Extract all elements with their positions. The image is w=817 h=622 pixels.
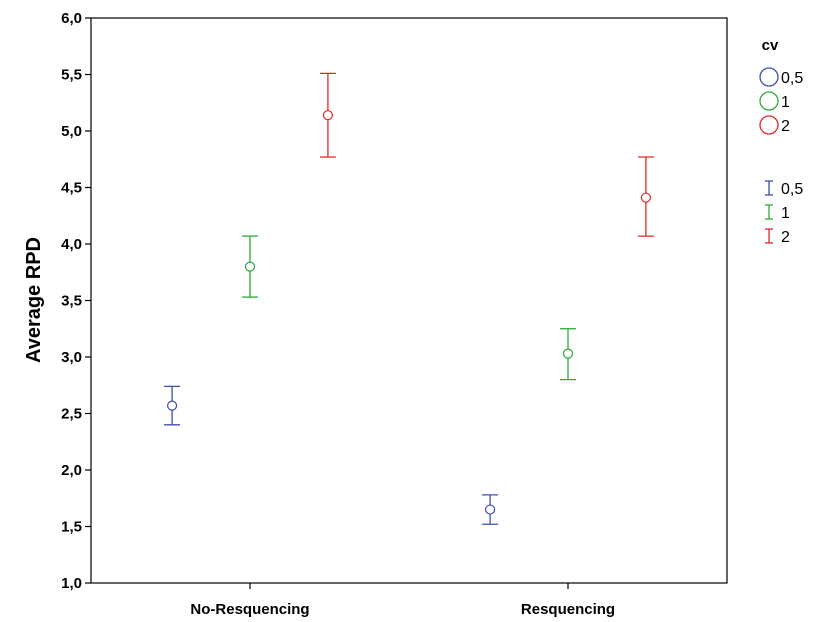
legend-circle-marker — [759, 91, 779, 111]
legend: cv 0,5 1 2 0,5 1 2 — [759, 37, 803, 246]
legend-errorbar-marker — [765, 228, 773, 244]
mean-point — [244, 261, 256, 272]
legend-title: cv — [762, 37, 779, 54]
legend-circle-marker — [759, 115, 779, 135]
plot-frame — [90, 17, 728, 584]
x-axis: No-Resquencing Resquencing — [190, 583, 615, 618]
y-tick-label: 5,5 — [61, 67, 82, 84]
y-tick-label: 3,5 — [61, 293, 82, 310]
y-tick-label: 1,0 — [61, 575, 82, 592]
legend-errorbar-marker — [765, 180, 773, 196]
y-tick-label: 2,5 — [61, 406, 82, 423]
mean-point — [484, 504, 496, 515]
y-tick-label: 6,0 — [61, 10, 82, 27]
legend-errorbar-marker — [765, 204, 773, 220]
legend-label: 2 — [781, 229, 790, 246]
y-tick-label: 4,5 — [61, 180, 82, 197]
x-tick-label: No-Resquencing — [190, 601, 309, 618]
legend-circle-marker — [759, 67, 779, 87]
mean-point — [640, 192, 652, 203]
legend-label: 1 — [781, 94, 790, 111]
legend-label: 1 — [781, 205, 790, 222]
plot-marks — [164, 72, 654, 525]
error-bar — [482, 494, 499, 525]
x-tick-label: Resquencing — [521, 601, 615, 618]
mean-point — [562, 348, 574, 359]
y-tick-label: 2,0 — [61, 462, 82, 479]
legend-label: 0,5 — [781, 70, 803, 87]
error-bar — [637, 156, 654, 237]
legend-label: 2 — [781, 118, 790, 135]
error-bar — [560, 328, 576, 381]
legend-label: 0,5 — [781, 181, 803, 198]
error-bar — [242, 235, 258, 298]
y-tick-label: 5,0 — [61, 123, 82, 140]
mean-point — [166, 400, 178, 411]
error-bar — [164, 385, 181, 426]
y-tick-label: 3,0 — [61, 349, 82, 366]
y-tick-label: 4,0 — [61, 236, 82, 253]
mean-point — [322, 110, 334, 121]
y-axis-label: Average RPD — [23, 237, 45, 363]
y-tick-label: 1,5 — [61, 519, 82, 536]
y-axis: 1,0 1,5 2,0 2,5 3,0 3,5 4,0 4,5 5,0 5,5 6,0 — [61, 10, 91, 592]
error-bar — [319, 72, 336, 158]
